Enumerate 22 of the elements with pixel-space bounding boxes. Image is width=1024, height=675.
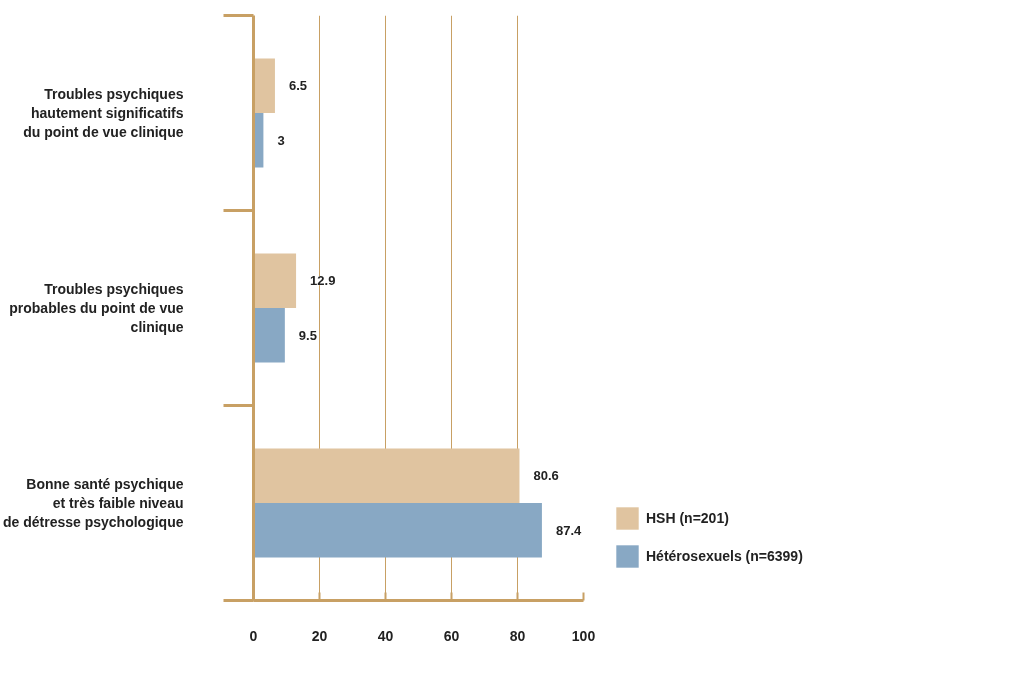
y-tick-label: Bonne santé psychique et très faible niveau de détresse psychologique bbox=[3, 475, 184, 531]
y-tick-label: Troubles psychiques hautement significatifs du point de vue clinique bbox=[23, 85, 184, 141]
bar bbox=[253, 253, 297, 308]
bar bbox=[253, 448, 520, 503]
bar bbox=[253, 308, 285, 363]
data-label: 3 bbox=[277, 132, 285, 148]
x-tick-label: 60 bbox=[443, 627, 460, 644]
bar bbox=[253, 503, 542, 558]
x-tick-label: 40 bbox=[377, 627, 394, 644]
x-tick-label: 100 bbox=[571, 627, 596, 644]
data-label: 87.4 bbox=[555, 522, 582, 538]
data-label: 9.5 bbox=[298, 327, 317, 343]
legend-label: HSH (n=201) bbox=[646, 510, 729, 526]
data-label: 6.5 bbox=[288, 78, 308, 94]
bar bbox=[253, 58, 275, 113]
data-label: 12.9 bbox=[310, 273, 336, 289]
x-tick-label: 20 bbox=[311, 627, 328, 644]
data-label: 80.6 bbox=[533, 468, 559, 484]
y-tick-label: Troubles psychiques probables du point de vue clinique bbox=[9, 280, 184, 336]
x-tick-label: 80 bbox=[509, 627, 526, 644]
x-tick-label: 0 bbox=[249, 627, 258, 644]
legend-label: Hétérosexuels (n=6399) bbox=[646, 548, 803, 564]
